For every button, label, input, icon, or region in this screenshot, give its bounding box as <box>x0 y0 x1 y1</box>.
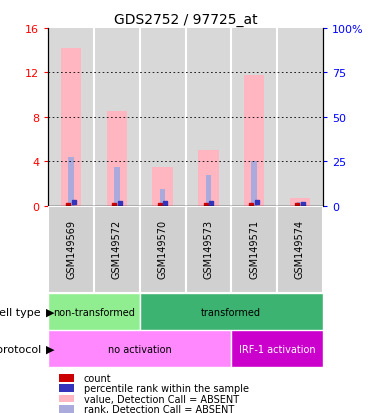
Bar <box>297 202 303 206</box>
Bar <box>140 29 186 206</box>
Bar <box>186 29 231 206</box>
Text: GSM149573: GSM149573 <box>203 220 213 278</box>
Bar <box>231 29 277 206</box>
Bar <box>94 206 140 293</box>
Bar <box>61 49 81 206</box>
Text: value, Detection Call = ABSENT: value, Detection Call = ABSENT <box>84 394 239 404</box>
Text: ▶: ▶ <box>46 344 55 354</box>
Text: IRF-1 activation: IRF-1 activation <box>239 344 315 354</box>
Text: rank, Detection Call = ABSENT: rank, Detection Call = ABSENT <box>84 404 234 413</box>
Bar <box>106 112 127 206</box>
Bar <box>48 293 140 330</box>
Bar <box>290 199 310 206</box>
Bar <box>59 374 74 382</box>
Bar <box>59 385 74 392</box>
Bar <box>252 162 257 206</box>
Bar <box>277 29 323 206</box>
Bar <box>198 151 219 206</box>
Bar <box>152 168 173 206</box>
Bar <box>140 206 186 293</box>
Bar <box>48 330 231 368</box>
Text: percentile rank within the sample: percentile rank within the sample <box>84 383 249 393</box>
Text: count: count <box>84 373 112 383</box>
Bar <box>140 293 323 330</box>
Bar <box>48 29 94 206</box>
Text: non-transformed: non-transformed <box>53 307 135 317</box>
Text: GSM149571: GSM149571 <box>249 220 259 278</box>
Title: GDS2752 / 97725_at: GDS2752 / 97725_at <box>114 12 257 26</box>
Bar <box>48 206 94 293</box>
Bar <box>94 29 140 206</box>
Bar <box>206 176 211 206</box>
Text: no activation: no activation <box>108 344 172 354</box>
Bar <box>68 158 74 206</box>
Bar <box>231 330 323 368</box>
Bar <box>114 168 119 206</box>
Text: protocol: protocol <box>0 344 41 354</box>
Bar <box>59 405 74 413</box>
Bar <box>186 206 231 293</box>
Text: GSM149570: GSM149570 <box>158 220 168 278</box>
Bar <box>244 76 265 206</box>
Bar <box>160 190 165 206</box>
Bar <box>277 206 323 293</box>
Text: transformed: transformed <box>201 307 261 317</box>
Text: GSM149569: GSM149569 <box>66 220 76 278</box>
Bar <box>59 395 74 402</box>
Text: cell type: cell type <box>0 307 41 317</box>
Text: GSM149574: GSM149574 <box>295 220 305 278</box>
Bar <box>231 206 277 293</box>
Text: ▶: ▶ <box>46 307 55 317</box>
Text: GSM149572: GSM149572 <box>112 220 122 279</box>
